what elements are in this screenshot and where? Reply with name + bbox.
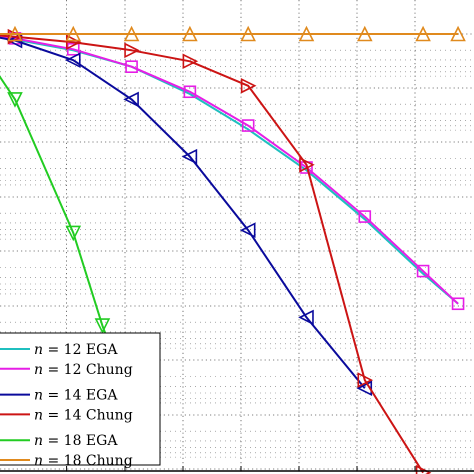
series-1 xyxy=(0,36,459,305)
data-point xyxy=(299,157,315,173)
data-point xyxy=(123,25,140,42)
data-point xyxy=(416,264,430,278)
legend-entry: n = 14 Chung xyxy=(0,407,133,423)
series-line xyxy=(0,36,459,305)
legend-entry: n = 12 Chung xyxy=(0,362,133,378)
data-point xyxy=(358,210,372,223)
data-point xyxy=(123,91,139,108)
data-point xyxy=(241,119,255,132)
data-point xyxy=(65,225,82,242)
legend: n = 12 EGA n = 12 Chung n = 14 EGA n = 14 C… xyxy=(0,332,161,469)
data-point xyxy=(94,318,111,334)
legend-label: n = 18 Chung xyxy=(34,453,133,469)
data-point xyxy=(415,25,431,42)
legend-box xyxy=(0,332,161,466)
data-point xyxy=(7,25,23,42)
data-point xyxy=(65,25,82,42)
legend-label: n = 18 EGA xyxy=(34,433,118,449)
data-point xyxy=(357,372,374,388)
legend-entry: n = 18 EGA xyxy=(0,433,118,449)
legend-entry: n = 14 EGA xyxy=(0,388,118,404)
data-point xyxy=(240,77,257,94)
data-point xyxy=(7,92,23,108)
data-point xyxy=(451,297,465,311)
series-line xyxy=(0,34,424,474)
data-point xyxy=(182,25,198,42)
data-point xyxy=(66,42,80,56)
data-point xyxy=(356,25,373,42)
data-point xyxy=(239,222,256,238)
legend-label: n = 14 Chung xyxy=(34,407,133,423)
data-point xyxy=(124,42,140,59)
axes-frame xyxy=(0,466,474,472)
data-point xyxy=(181,148,198,165)
data-point xyxy=(415,464,432,474)
series-3 xyxy=(0,32,373,397)
series-layer xyxy=(0,25,466,474)
data-point xyxy=(356,380,373,397)
data-point xyxy=(298,309,314,326)
series-6 xyxy=(0,25,466,42)
data-point xyxy=(183,85,197,99)
legend-entry: n = 12 EGA xyxy=(0,342,118,358)
legend-label: n = 12 EGA xyxy=(34,342,118,358)
data-point xyxy=(298,25,315,42)
legend-label: n = 14 EGA xyxy=(34,388,118,404)
data-point xyxy=(65,34,82,50)
data-point xyxy=(450,25,466,42)
legend-label: n = 12 Chung xyxy=(34,362,133,378)
series-line xyxy=(0,36,366,389)
data-point xyxy=(64,52,81,68)
legend-entry: n = 18 Chung xyxy=(0,453,133,469)
data-point xyxy=(182,53,199,70)
series-line xyxy=(0,35,459,305)
data-point xyxy=(125,60,138,74)
data-point xyxy=(240,25,256,42)
